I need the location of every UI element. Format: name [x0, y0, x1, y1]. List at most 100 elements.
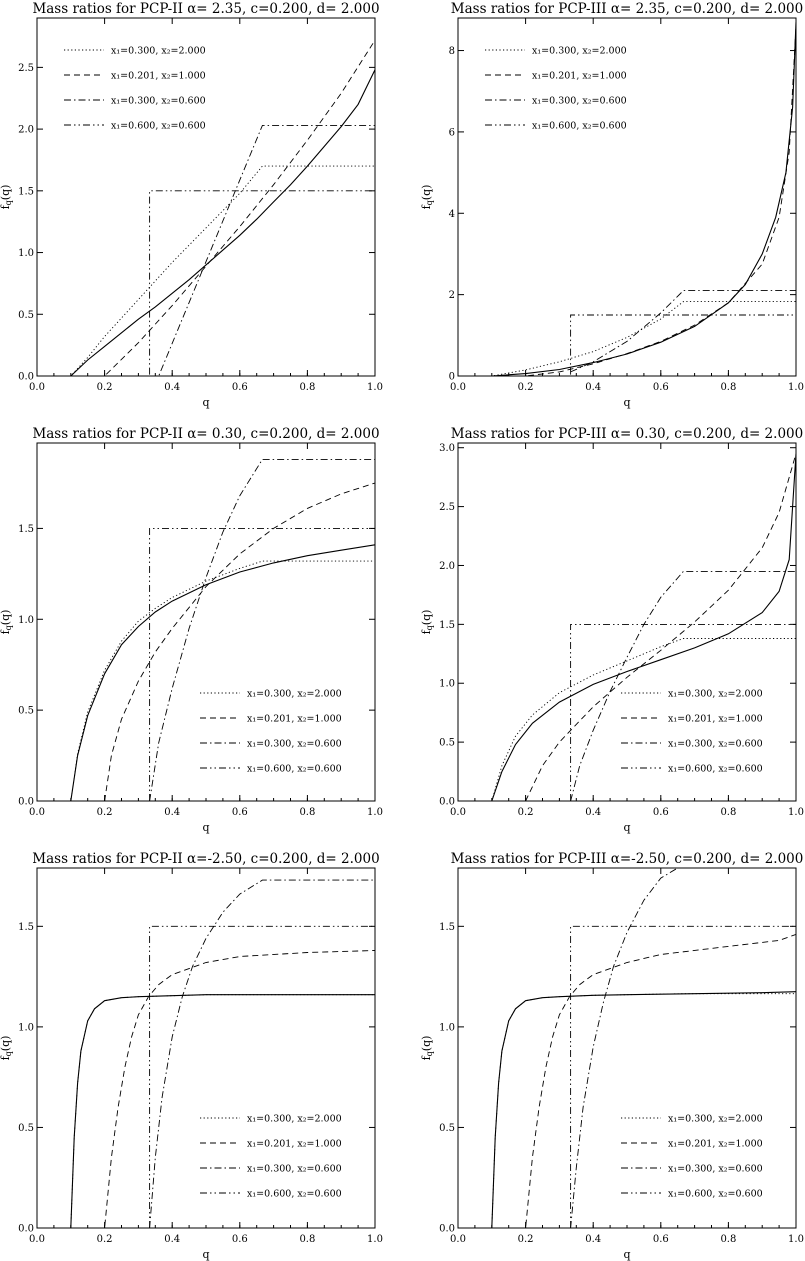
x-tick-label: 0.8: [299, 807, 315, 818]
x-tick-label: 1.0: [367, 382, 383, 393]
y-tick-label: 8: [449, 46, 455, 57]
x-tick-label: 0.2: [518, 1234, 534, 1245]
x-tick-label: 0.4: [585, 807, 601, 818]
series-line-dashdotdot: [37, 190, 375, 376]
x-tick-label: 1.0: [788, 1234, 804, 1245]
x-axis-label: q: [202, 396, 209, 409]
legend-label: x₁=0.201, x₂=1.000: [247, 1139, 342, 1150]
legend-label: x₁=0.600, x₂=0.600: [247, 764, 342, 775]
legend-label: x₁=0.300, x₂=2.000: [668, 689, 763, 700]
x-tick-label: 0.8: [720, 807, 736, 818]
x-tick-label: 0.0: [450, 1234, 466, 1245]
x-tick-label: 0.2: [518, 382, 534, 393]
legend-label: x₁=0.600, x₂=0.600: [247, 1189, 342, 1200]
x-tick-label: 0.4: [585, 1234, 601, 1245]
y-tick-label: 1.0: [439, 679, 455, 690]
y-tick-label: 2.0: [18, 125, 34, 136]
y-tick-label: 1.0: [439, 1022, 455, 1033]
x-tick-label: 1.0: [788, 807, 804, 818]
series-line-dashed: [37, 950, 375, 1228]
chart-title: Mass ratios for PCP-II α=-2.50, c=0.200,…: [32, 851, 379, 867]
legend-label: x₁=0.600, x₂=0.600: [111, 121, 206, 132]
y-tick-label: 0.5: [439, 738, 455, 749]
x-tick-label: 0.4: [164, 807, 180, 818]
series-line-solid: [37, 69, 375, 376]
legend-label: x₁=0.300, x₂=0.600: [668, 1164, 763, 1175]
y-tick-label: 0: [449, 372, 455, 383]
y-tick-label: 1.5: [18, 186, 34, 197]
series-line-dashdotdot: [570, 925, 796, 1228]
x-tick-label: 0.2: [97, 1234, 113, 1245]
x-axis-label: q: [623, 1248, 630, 1261]
series-line-dashdotdot: [458, 314, 796, 376]
series-line-dashed: [458, 933, 796, 1228]
chart-title: Mass ratios for PCP-III α=-2.50, c=0.200…: [451, 851, 804, 867]
chart-title: Mass ratios for PCP-III α= 2.35, c=0.200…: [451, 1, 803, 17]
series-line-dashdot: [570, 868, 678, 1228]
series-line-dashed: [37, 39, 375, 376]
x-tick-label: 0.0: [450, 807, 466, 818]
y-tick-label: 1.5: [439, 922, 455, 933]
y-tick-label: 0.0: [18, 1224, 34, 1235]
y-tick-label: 6: [449, 127, 455, 138]
legend-label: x₁=0.300, x₂=0.600: [247, 739, 342, 750]
legend-label: x₁=0.201, x₂=1.000: [668, 1139, 763, 1150]
series-line-dashed: [104, 482, 375, 801]
x-tick-label: 1.0: [367, 807, 383, 818]
x-tick-label: 0.2: [97, 382, 113, 393]
legend-label: x₁=0.600, x₂=0.600: [668, 764, 763, 775]
chart-panel-4: Mass ratios for PCP-III α= 0.30, c=0.200…: [420, 426, 804, 834]
y-tick-label: 0.0: [18, 372, 34, 383]
series-line-dashdotdot: [570, 623, 796, 801]
y-axis-label: fq(q): [0, 610, 13, 635]
y-tick-label: 0.0: [18, 797, 34, 808]
x-tick-label: 0.0: [450, 382, 466, 393]
x-tick-label: 0.0: [29, 807, 45, 818]
x-tick-label: 0.6: [232, 1234, 248, 1245]
x-tick-label: 0.8: [299, 1234, 315, 1245]
x-axis-label: q: [623, 821, 630, 834]
y-tick-label: 0.5: [18, 310, 34, 321]
y-tick-label: 0.5: [18, 1123, 34, 1134]
y-tick-label: 1.0: [18, 615, 34, 626]
legend-label: x₁=0.300, x₂=0.600: [111, 96, 206, 107]
series-line-dashed: [458, 26, 796, 376]
x-tick-label: 0.8: [720, 382, 736, 393]
x-tick-label: 0.0: [29, 382, 45, 393]
series-line-dotted: [458, 301, 796, 376]
x-axis-label: q: [623, 396, 630, 409]
legend-label: x₁=0.300, x₂=2.000: [532, 46, 627, 57]
y-tick-label: 1.5: [18, 922, 34, 933]
x-axis-label: q: [202, 821, 209, 834]
series-line-dashdot: [149, 879, 375, 1228]
series-line-dashdot: [149, 458, 375, 801]
legend-label: x₁=0.201, x₂=1.000: [668, 714, 763, 725]
y-tick-label: 0.0: [439, 1224, 455, 1235]
x-tick-label: 0.2: [97, 807, 113, 818]
series-line-dotted: [37, 165, 375, 376]
series-line-dotted: [458, 993, 796, 1228]
series-line-dashdot: [149, 124, 375, 376]
series-line-solid: [458, 991, 796, 1228]
y-axis-label: fq(q): [420, 610, 434, 635]
y-axis-label: fq(q): [0, 185, 13, 210]
legend-label: x₁=0.600, x₂=0.600: [532, 121, 627, 132]
chart-panel-1: Mass ratios for PCP-II α= 2.35, c=0.200,…: [0, 1, 383, 409]
legend-label: x₁=0.300, x₂=2.000: [247, 689, 342, 700]
x-tick-label: 0.4: [164, 382, 180, 393]
x-tick-label: 0.6: [232, 382, 248, 393]
chart-panel-6: Mass ratios for PCP-III α=-2.50, c=0.200…: [420, 851, 804, 1261]
plot-frame: [457, 17, 797, 377]
y-tick-label: 3.0: [439, 443, 455, 454]
legend-label: x₁=0.300, x₂=0.600: [532, 96, 627, 107]
x-tick-label: 0.8: [720, 1234, 736, 1245]
y-tick-label: 4: [449, 209, 455, 220]
series-line-dotted: [37, 994, 375, 1228]
series-line-dashdot: [570, 290, 796, 373]
legend-label: x₁=0.201, x₂=1.000: [532, 71, 627, 82]
series-line-dashdotdot: [149, 925, 375, 1228]
x-tick-label: 0.6: [232, 807, 248, 818]
y-tick-label: 2.0: [439, 561, 455, 572]
series-line-dashed: [525, 453, 796, 801]
